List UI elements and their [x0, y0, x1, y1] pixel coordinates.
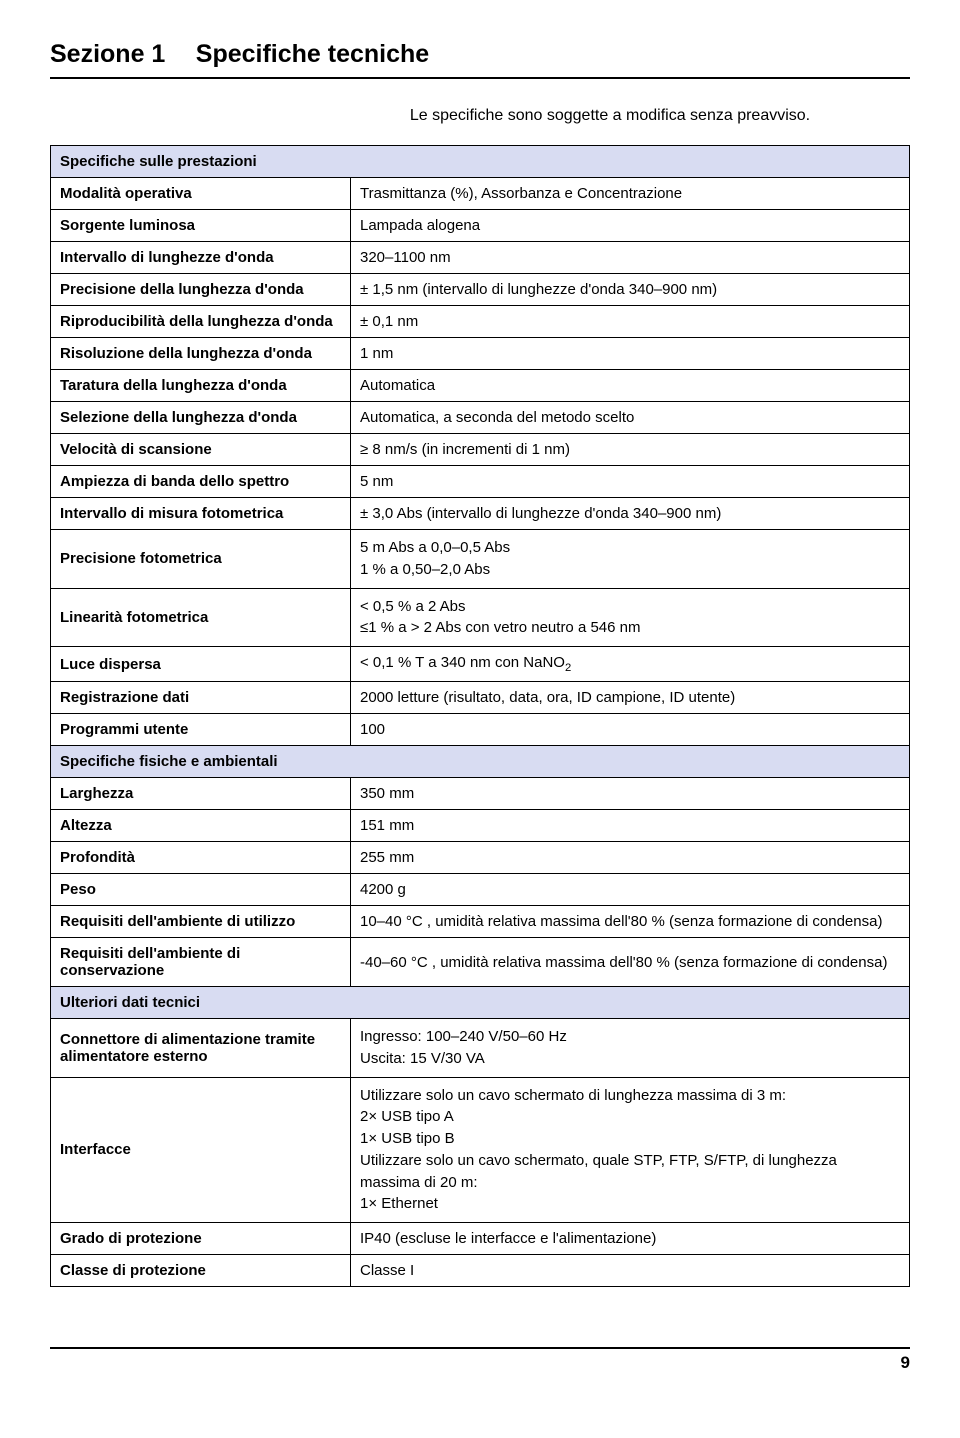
spec-value: ± 0,1 nm: [351, 306, 910, 338]
specifications-table: Specifiche sulle prestazioniModalità ope…: [50, 145, 910, 1287]
spec-section-title: Specifiche fisiche e ambientali: [51, 746, 910, 778]
spec-label: Requisiti dell'ambiente di utilizzo: [51, 906, 351, 938]
spec-label: Risoluzione della lunghezza d'onda: [51, 338, 351, 370]
section-label: Sezione 1: [50, 40, 165, 68]
spec-value: ± 1,5 nm (intervallo di lunghezze d'onda…: [351, 274, 910, 306]
spec-value: 1 nm: [351, 338, 910, 370]
spec-row: Requisiti dell'ambiente di conservazione…: [51, 938, 910, 987]
spec-value: < 0,1 % T a 340 nm con NaNO2: [351, 647, 910, 682]
spec-row: Modalità operativaTrasmittanza (%), Asso…: [51, 178, 910, 210]
spec-label: Requisiti dell'ambiente di conservazione: [51, 938, 351, 987]
spec-label: Taratura della lunghezza d'onda: [51, 370, 351, 402]
spec-value: -40–60 °C , umidità relativa massima del…: [351, 938, 910, 987]
spec-row: Taratura della lunghezza d'ondaAutomatic…: [51, 370, 910, 402]
spec-section-title: Ulteriori dati tecnici: [51, 987, 910, 1019]
spec-value: Automatica: [351, 370, 910, 402]
spec-label: Ampiezza di banda dello spettro: [51, 466, 351, 498]
spec-row: Linearità fotometrica< 0,5 % a 2 Abs≤1 %…: [51, 588, 910, 647]
spec-value: 255 mm: [351, 842, 910, 874]
spec-value: Utilizzare solo un cavo schermato di lun…: [351, 1077, 910, 1223]
spec-label: Modalità operativa: [51, 178, 351, 210]
spec-section-header: Specifiche sulle prestazioni: [51, 146, 910, 178]
spec-value: Classe I: [351, 1255, 910, 1287]
spec-label: Precisione fotometrica: [51, 530, 351, 589]
spec-value: Automatica, a seconda del metodo scelto: [351, 402, 910, 434]
spec-row: InterfacceUtilizzare solo un cavo scherm…: [51, 1077, 910, 1223]
spec-label: Luce dispersa: [51, 647, 351, 682]
spec-label: Velocità di scansione: [51, 434, 351, 466]
spec-value: Lampada alogena: [351, 210, 910, 242]
spec-value: 350 mm: [351, 778, 910, 810]
page-header: Sezione 1 Specifiche tecniche: [50, 40, 910, 79]
spec-row: Profondità255 mm: [51, 842, 910, 874]
spec-row: Peso4200 g: [51, 874, 910, 906]
spec-label: Registrazione dati: [51, 682, 351, 714]
spec-label: Riproducibilità della lunghezza d'onda: [51, 306, 351, 338]
spec-row: Altezza151 mm: [51, 810, 910, 842]
page-number: 9: [50, 1347, 910, 1373]
spec-label: Precisione della lunghezza d'onda: [51, 274, 351, 306]
spec-value: 2000 letture (risultato, data, ora, ID c…: [351, 682, 910, 714]
spec-row: Riproducibilità della lunghezza d'onda± …: [51, 306, 910, 338]
spec-value: 151 mm: [351, 810, 910, 842]
spec-label: Peso: [51, 874, 351, 906]
spec-label: Sorgente luminosa: [51, 210, 351, 242]
spec-row: Precisione fotometrica5 m Abs a 0,0–0,5 …: [51, 530, 910, 589]
spec-value: ≥ 8 nm/s (in incrementi di 1 nm): [351, 434, 910, 466]
spec-row: Requisiti dell'ambiente di utilizzo10–40…: [51, 906, 910, 938]
spec-label: Connettore di alimentazione tramite alim…: [51, 1019, 351, 1078]
spec-row: Grado di protezioneIP40 (escluse le inte…: [51, 1223, 910, 1255]
spec-value: Ingresso: 100–240 V/50–60 HzUscita: 15 V…: [351, 1019, 910, 1078]
spec-value: 4200 g: [351, 874, 910, 906]
spec-row: Risoluzione della lunghezza d'onda1 nm: [51, 338, 910, 370]
spec-label: Selezione della lunghezza d'onda: [51, 402, 351, 434]
spec-row: Sorgente luminosaLampada alogena: [51, 210, 910, 242]
spec-value: 320–1100 nm: [351, 242, 910, 274]
spec-row: Selezione della lunghezza d'ondaAutomati…: [51, 402, 910, 434]
spec-label: Interfacce: [51, 1077, 351, 1223]
spec-row: Velocità di scansione≥ 8 nm/s (in increm…: [51, 434, 910, 466]
spec-row: Intervallo di misura fotometrica± 3,0 Ab…: [51, 498, 910, 530]
spec-label: Intervallo di misura fotometrica: [51, 498, 351, 530]
spec-row: Luce dispersa< 0,1 % T a 340 nm con NaNO…: [51, 647, 910, 682]
notice-text: Le specifiche sono soggette a modifica s…: [50, 107, 910, 125]
spec-label: Altezza: [51, 810, 351, 842]
spec-row: Precisione della lunghezza d'onda± 1,5 n…: [51, 274, 910, 306]
spec-section-header: Ulteriori dati tecnici: [51, 987, 910, 1019]
spec-value: 5 m Abs a 0,0–0,5 Abs1 % a 0,50–2,0 Abs: [351, 530, 910, 589]
spec-value: ± 3,0 Abs (intervallo di lunghezze d'ond…: [351, 498, 910, 530]
spec-row: Intervallo di lunghezze d'onda320–1100 n…: [51, 242, 910, 274]
section-title: Specifiche tecniche: [196, 40, 429, 68]
spec-section-title: Specifiche sulle prestazioni: [51, 146, 910, 178]
spec-row: Ampiezza di banda dello spettro5 nm: [51, 466, 910, 498]
spec-value: 10–40 °C , umidità relativa massima dell…: [351, 906, 910, 938]
spec-value: < 0,5 % a 2 Abs≤1 % a > 2 Abs con vetro …: [351, 588, 910, 647]
spec-row: Classe di protezioneClasse I: [51, 1255, 910, 1287]
spec-value: IP40 (escluse le interfacce e l'alimenta…: [351, 1223, 910, 1255]
spec-label: Programmi utente: [51, 714, 351, 746]
spec-label: Larghezza: [51, 778, 351, 810]
spec-row: Connettore di alimentazione tramite alim…: [51, 1019, 910, 1078]
spec-value: Trasmittanza (%), Assorbanza e Concentra…: [351, 178, 910, 210]
spec-label: Intervallo di lunghezze d'onda: [51, 242, 351, 274]
spec-label: Profondità: [51, 842, 351, 874]
spec-value: 100: [351, 714, 910, 746]
spec-row: Registrazione dati2000 letture (risultat…: [51, 682, 910, 714]
spec-section-header: Specifiche fisiche e ambientali: [51, 746, 910, 778]
spec-label: Classe di protezione: [51, 1255, 351, 1287]
spec-row: Larghezza350 mm: [51, 778, 910, 810]
spec-value: 5 nm: [351, 466, 910, 498]
spec-label: Linearità fotometrica: [51, 588, 351, 647]
spec-row: Programmi utente100: [51, 714, 910, 746]
spec-label: Grado di protezione: [51, 1223, 351, 1255]
